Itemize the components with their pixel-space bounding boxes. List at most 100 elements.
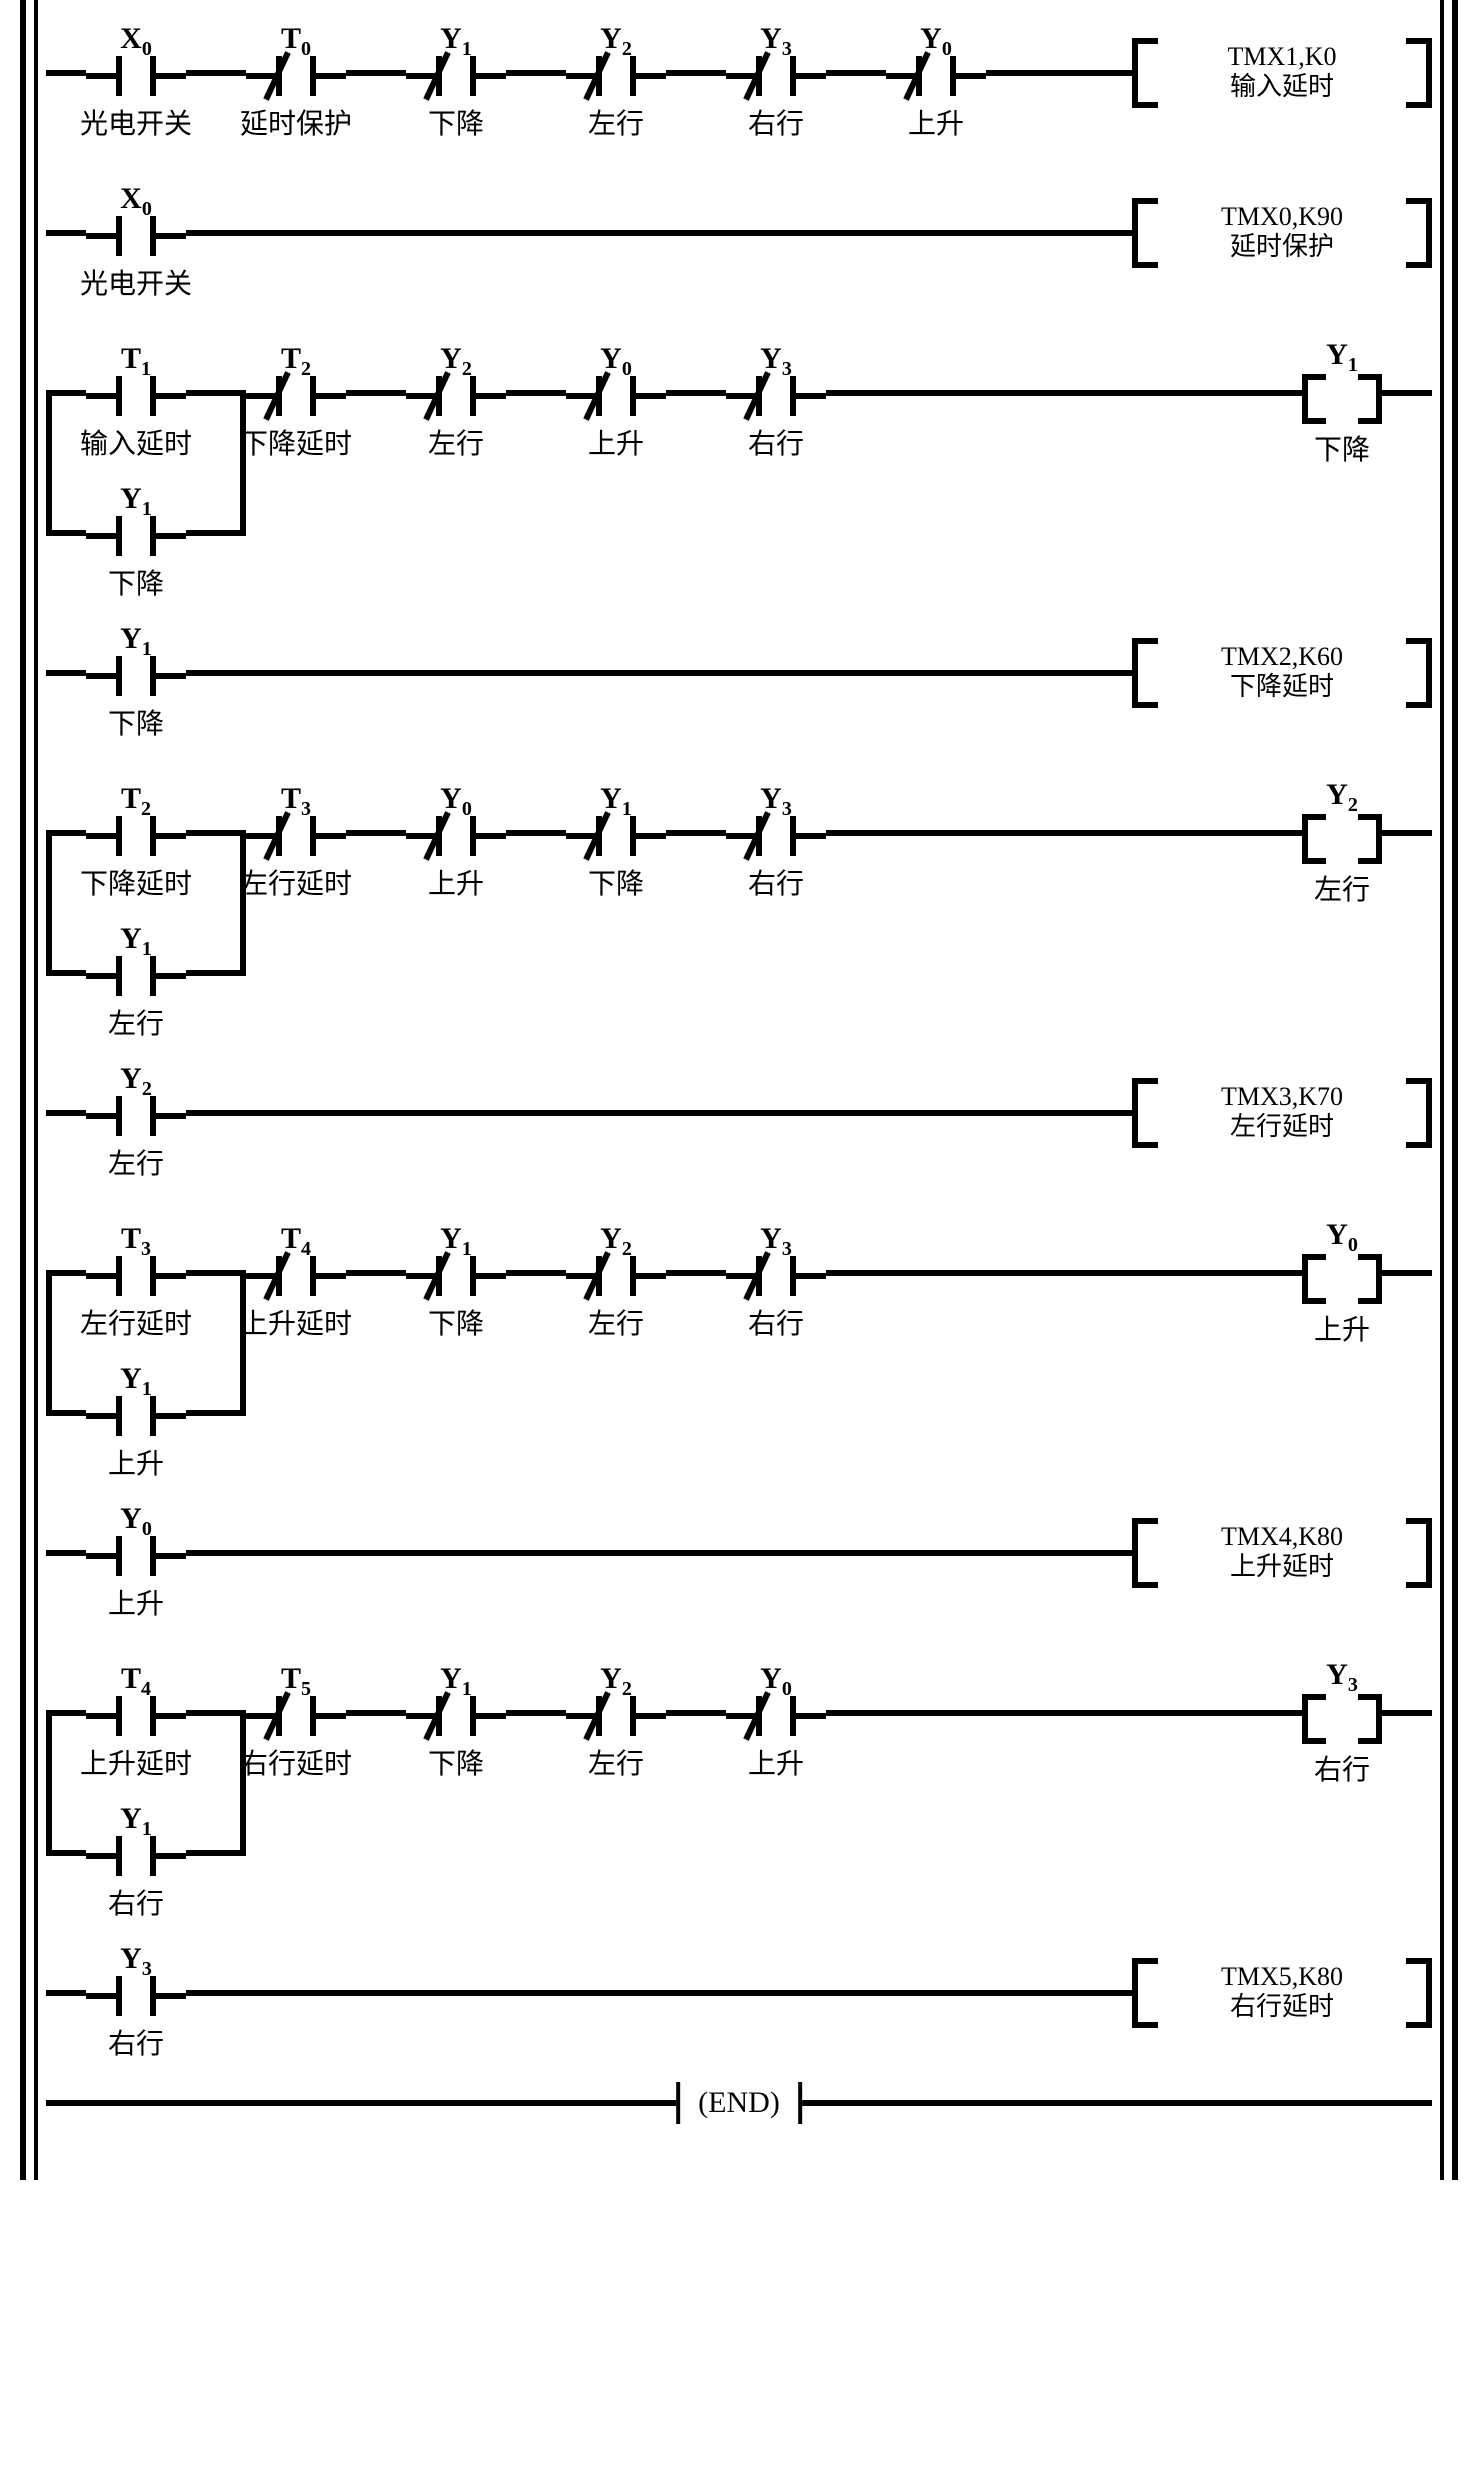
contact-symbol	[86, 956, 186, 996]
rung-line: X0光电开关TMX0,K90 延时保护	[46, 180, 1432, 320]
rung-line: Y0上升TMX4,K80 上升延时	[46, 1500, 1432, 1640]
contact-symbol	[406, 56, 506, 96]
contact-label: 右行	[696, 102, 856, 142]
func-bracket-left	[1132, 1078, 1158, 1148]
contact-label: 输入延时	[56, 422, 216, 462]
coil-bracket-left	[1302, 374, 1326, 424]
wire	[186, 530, 246, 536]
wire	[46, 1550, 86, 1556]
no-contact-T3: T3左行延时	[86, 1240, 186, 1300]
nc-contact-T0: T0延时保护	[246, 40, 346, 100]
wire	[46, 530, 86, 536]
contact-label: 右行	[696, 1302, 856, 1342]
function-block: TMX1,K0 输入延时	[1132, 38, 1432, 108]
contact-label: 上升	[376, 862, 536, 902]
nc-contact-Y0: Y0上升	[886, 40, 986, 100]
wire	[826, 830, 1302, 836]
contact-symbol	[246, 56, 346, 96]
contact-symbol	[86, 1696, 186, 1736]
output-coil-Y3: Y3右行	[1252, 1670, 1432, 1750]
nc-contact-T2: T2下降延时	[246, 360, 346, 420]
rung-line: T1输入延时T2下降延时Y2左行Y0上升Y3右行Y1下降	[46, 340, 1432, 480]
contact-label: 下降	[536, 862, 696, 902]
no-contact-Y1: Y1上升	[86, 1380, 186, 1440]
rung-r6: Y2左行 TMX3,K70 左行延时	[46, 1040, 1432, 1200]
func-text: TMX1,K0 输入延时	[1162, 42, 1402, 102]
contact-label: 上升	[856, 102, 1016, 142]
wire	[826, 1710, 1302, 1716]
contact-label: 上升	[696, 1742, 856, 1782]
rung-r2: X0光电开关TMX0,K90 延时保护	[46, 160, 1432, 320]
contact-symbol	[86, 1096, 186, 1136]
wire	[240, 390, 246, 530]
nc-contact-Y3: Y3右行	[726, 800, 826, 860]
func-text: TMX3,K70 左行延时	[1162, 1082, 1402, 1142]
wire	[46, 1410, 86, 1416]
rung-r10: Y3右行TMX5,K80 右行延时	[46, 1920, 1432, 2080]
contact-symbol	[566, 1696, 666, 1736]
coil-bracket-right	[1358, 374, 1382, 424]
contact-label: 右行	[56, 2022, 216, 2062]
func-bracket-left	[1132, 1958, 1158, 2028]
nc-contact-Y3: Y3右行	[726, 40, 826, 100]
wire	[666, 70, 726, 76]
wire	[346, 1270, 406, 1276]
rung-r3: T1输入延时T2下降延时Y2左行Y0上升Y3右行Y1下降Y1下降	[46, 320, 1432, 600]
func-text: TMX5,K80 右行延时	[1162, 1962, 1402, 2022]
function-block: TMX4,K80 上升延时	[1132, 1518, 1432, 1588]
wire	[186, 1990, 1132, 1996]
contact-label: 左行	[376, 422, 536, 462]
wire	[346, 1710, 406, 1716]
end-rung: (END)	[46, 2080, 1432, 2140]
rung-r7: T3左行延时T4上升延时Y1下降Y2左行Y3右行Y0上升Y1上升	[46, 1200, 1432, 1480]
no-contact-Y2: Y2左行	[86, 1080, 186, 1140]
nc-contact-Y1: Y1下降	[406, 1680, 506, 1740]
contact-label: 下降延时	[56, 862, 216, 902]
wire	[346, 390, 406, 396]
wire	[506, 1270, 566, 1276]
left-power-rail	[20, 0, 26, 2180]
contact-label: 左行	[56, 1142, 216, 1182]
end-label: (END)	[676, 2082, 802, 2124]
output-coil-Y2: Y2左行	[1252, 790, 1432, 870]
wire	[506, 390, 566, 396]
wire	[986, 70, 1132, 76]
branch-line: Y1下降	[46, 480, 1432, 600]
nc-contact-Y0: Y0上升	[726, 1680, 826, 1740]
func-bracket-right	[1406, 1518, 1432, 1588]
wire	[186, 1270, 246, 1276]
wire	[46, 1710, 86, 1716]
func-bracket-left	[1132, 38, 1158, 108]
nc-contact-Y3: Y3右行	[726, 1240, 826, 1300]
contact-symbol	[246, 1696, 346, 1736]
no-contact-X0: X0光电开关	[86, 40, 186, 100]
contact-symbol	[86, 816, 186, 856]
contact-symbol	[406, 1696, 506, 1736]
contact-label: 上升	[536, 422, 696, 462]
contact-label: 上升延时	[56, 1742, 216, 1782]
wire	[240, 1710, 246, 1850]
contact-label: 光电开关	[56, 102, 216, 142]
wire	[186, 230, 1132, 236]
contact-symbol	[566, 56, 666, 96]
function-block: TMX5,K80 右行延时	[1132, 1958, 1432, 2028]
wire	[46, 1850, 86, 1856]
contact-symbol	[86, 1836, 186, 1876]
wire	[46, 830, 52, 970]
contact-label: 下降	[56, 702, 216, 742]
coil-label: 左行	[1252, 868, 1432, 908]
wire	[826, 390, 1302, 396]
func-bracket-right	[1406, 1078, 1432, 1148]
contact-symbol	[406, 816, 506, 856]
contact-label: 光电开关	[56, 262, 216, 302]
wire	[46, 670, 86, 676]
output-coil-Y0: Y0上升	[1252, 1230, 1432, 1310]
nc-contact-Y0: Y0上升	[406, 800, 506, 860]
function-block: TMX3,K70 左行延时	[1132, 1078, 1432, 1148]
no-contact-Y1: Y1下降	[86, 500, 186, 560]
wire	[826, 1270, 1302, 1276]
rung-r4: Y1下降TMX2,K60 下降延时	[46, 600, 1432, 760]
wire	[186, 1110, 1132, 1116]
no-contact-Y1: Y1左行	[86, 940, 186, 1000]
contact-label: 左行延时	[56, 1302, 216, 1342]
